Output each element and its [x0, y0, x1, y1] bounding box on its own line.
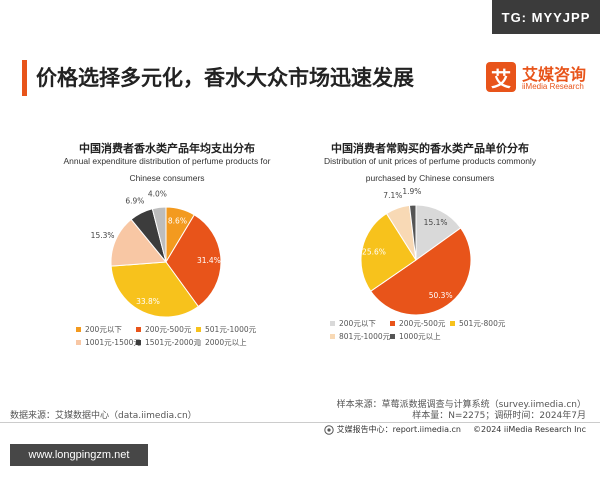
chart1-legend-swatch-4: [136, 340, 141, 345]
chart2-legend: 200元以下 200元-500元 501元-800元 801元-1000元 1000元以…: [330, 318, 550, 348]
chart2-legend-swatch-1: [390, 321, 395, 326]
chart1-title: 中国消费者香水类产品年均支出分布: [79, 142, 255, 155]
chart1-legend: 200元以下 200元-500元 501元-1000元 1001元-1500元 1501…: [76, 324, 296, 354]
chart2-legend-label-0: 200元以下: [339, 319, 376, 328]
chart2-slice-4: [408, 204, 417, 261]
chart2-slice-2: [360, 212, 417, 292]
chart1-data-label-0: 8.6%: [168, 217, 187, 226]
chart2-legend-swatch-3: [330, 334, 335, 339]
chart2-data-label-1: 50.3%: [429, 291, 453, 300]
chart1-legend-swatch-2: [196, 327, 201, 332]
chart1-legend-swatch-1: [136, 327, 141, 332]
chart1-legend-item-1: 200元-500元: [136, 324, 191, 335]
chart1-legend-swatch-0: [76, 327, 81, 332]
chart1-subtitle: Annual expenditure distribution of perfu…: [63, 156, 271, 183]
title-accent-bar: [22, 60, 27, 96]
website-watermark[interactable]: www.longpingzm.net: [10, 444, 148, 466]
chart1-legend-swatch-5: [196, 340, 201, 345]
report-icon: [323, 424, 334, 435]
chart2-data-label-4: 1.9%: [402, 187, 421, 196]
chart1-data-label-5: 4.0%: [148, 190, 167, 199]
chart1-legend-label-2: 501元-1000元: [205, 325, 257, 334]
chart1-data-label-4: 6.9%: [125, 196, 144, 205]
chart2-legend-swatch-4: [390, 334, 395, 339]
chart2-legend-label-4: 1000元以上: [399, 332, 441, 341]
page-title: 价格选择多元化，香水大众市场迅速发展: [36, 66, 414, 90]
logo-name-en: iiMedia Research: [522, 82, 584, 91]
chart2-data-label-2: 25.6%: [362, 247, 386, 256]
chart1-pie: 8.6% 31.4% 33.8% 15.3% 6.9% 4.0%: [91, 190, 222, 318]
chart2-slice-0: [415, 204, 462, 261]
chart1-legend-label-3: 1001元-1500元: [85, 338, 141, 347]
chart2-legend-item-1: 200元-500元: [390, 318, 445, 329]
footer-divider: [0, 422, 600, 423]
chart1-slice-3: [110, 218, 167, 267]
chart1-legend-label-0: 200元以下: [85, 325, 122, 334]
chart1-legend-item-5: 2000元以上: [196, 337, 247, 348]
chart2-slice-1: [370, 227, 472, 316]
chart1-legend-label-4: 1501元-2000元: [145, 338, 201, 347]
chart2-legend-label-1: 200元-500元: [399, 319, 446, 328]
chart2-legend-label-2: 501元-800元: [459, 319, 506, 328]
chart1-legend-label-1: 200元-500元: [145, 325, 192, 334]
data-source: 数据来源：艾媒数据中心（data.iimedia.cn）: [10, 411, 197, 421]
iimedia-logo: 艾 艾媒咨询 iiMedia Research: [486, 60, 592, 98]
chart2-legend-label-3: 801元-1000元: [339, 332, 391, 341]
chart1-data-label-2: 33.8%: [136, 297, 160, 306]
chart2-legend-swatch-0: [330, 321, 335, 326]
copyright: ©2024 iiMedia Research Inc: [473, 425, 586, 434]
chart2-legend-item-0: 200元以下: [330, 318, 376, 329]
chart1-legend-item-0: 200元以下: [76, 324, 122, 335]
chart2-legend-item-3: 801元-1000元: [330, 331, 390, 342]
sample-source: 样本来源：草莓派数据调查与计算系统（survey.iimedia.cn）: [336, 400, 586, 410]
chart1-legend-swatch-3: [76, 340, 81, 345]
chart2-pie: 15.1% 50.3% 25.6% 7.1% 1.9%: [360, 187, 472, 316]
chart2-legend-item-4: 1000元以上: [390, 331, 441, 342]
logo-mark: 艾: [486, 62, 516, 92]
chart1-legend-item-3: 1001元-1500元: [76, 337, 141, 348]
report-center[interactable]: 艾媒报告中心：report.iimedia.cn: [336, 425, 462, 434]
chart1-data-label-1: 31.4%: [197, 256, 221, 265]
chart2-legend-item-2: 501元-800元: [450, 318, 505, 329]
chart2-data-label-3: 7.1%: [383, 191, 402, 200]
footer-bar: 艾媒报告中心：report.iimedia.cn ©2024 iiMedia R…: [323, 424, 586, 435]
sample-info: 样本来源：草莓派数据调查与计算系统（survey.iimedia.cn） 样本量…: [337, 400, 586, 422]
chart1-slice-5: [151, 206, 167, 263]
chart1-legend-item-2: 501元-1000元: [196, 324, 256, 335]
chart2-legend-swatch-2: [450, 321, 455, 326]
chart1-legend-item-4: 1501元-2000元: [136, 337, 201, 348]
chart1-legend-label-5: 2000元以上: [205, 338, 247, 347]
chart2-data-label-0: 15.1%: [424, 218, 448, 227]
sample-size: 样本量：N=2275；调研时间：2024年7月: [412, 411, 586, 421]
logo-name-cn: 艾媒咨询: [522, 65, 587, 84]
channel-badge: TG: MYYJPP: [492, 0, 600, 34]
chart1-slice-2: [110, 261, 200, 318]
chart2-subtitle: Distribution of unit prices of perfume p…: [323, 156, 537, 183]
chart2-title: 中国消费者常购买的香水类产品单价分布: [331, 142, 529, 155]
chart1-data-label-3: 15.3%: [91, 231, 115, 240]
chart1-slice-1: [165, 214, 222, 308]
